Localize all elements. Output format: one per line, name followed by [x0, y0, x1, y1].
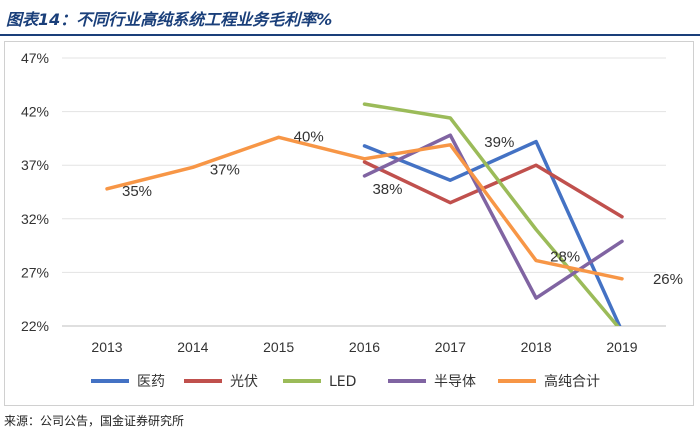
data-label: 37%	[210, 161, 240, 178]
x-tick-label: 2014	[177, 339, 208, 355]
series-line-医药	[362, 139, 622, 326]
data-label: 40%	[294, 128, 324, 145]
title-rule	[0, 34, 700, 36]
y-axis-ticks: 22% 27% 32% 37% 42% 47%	[21, 50, 49, 334]
x-axis-ticks: 2013 2014 2015 2016 2017 2018 2019	[91, 339, 637, 355]
x-tick-label: 2013	[91, 339, 122, 355]
legend-label: 高纯合计	[544, 373, 600, 390]
data-label: 38%	[372, 181, 402, 198]
x-tick-label: 2019	[606, 339, 637, 355]
y-tick-label: 42%	[21, 104, 49, 120]
y-tick-label: 22%	[21, 318, 49, 334]
series-lines	[105, 102, 624, 326]
series-line-光伏	[362, 160, 624, 219]
data-label: 26%	[653, 271, 683, 288]
source-note: 来源：公司公告，国金证券研究所	[4, 414, 185, 428]
chart-frame	[4, 41, 694, 406]
y-tick-label: 37%	[21, 157, 49, 173]
x-tick-label: 2016	[349, 339, 380, 355]
x-tick-label: 2017	[435, 339, 466, 355]
series-line-LED	[362, 102, 620, 326]
data-label: 35%	[122, 183, 152, 200]
gridlines	[62, 57, 666, 327]
x-tick-label: 2015	[263, 339, 294, 355]
data-label: 39%	[484, 134, 514, 151]
legend: 医药 光伏 LED 半导体 高纯合计	[91, 373, 600, 390]
figure-title: 图表14：不同行业高纯系统工程业务毛利率%	[6, 10, 333, 29]
legend-label: 光伏	[230, 374, 258, 390]
data-labels: 35% 37% 40% 38% 39% 28% 26%	[122, 128, 683, 288]
y-tick-label: 27%	[21, 264, 49, 280]
legend-label: LED	[329, 374, 356, 390]
data-label: 28%	[550, 249, 580, 266]
x-tick-label: 2018	[521, 339, 552, 355]
y-tick-label: 32%	[21, 211, 49, 227]
legend-label: 医药	[137, 374, 165, 390]
legend-label: 半导体	[434, 374, 476, 390]
y-tick-label: 47%	[21, 50, 49, 66]
series-line-高纯合计	[105, 135, 624, 281]
